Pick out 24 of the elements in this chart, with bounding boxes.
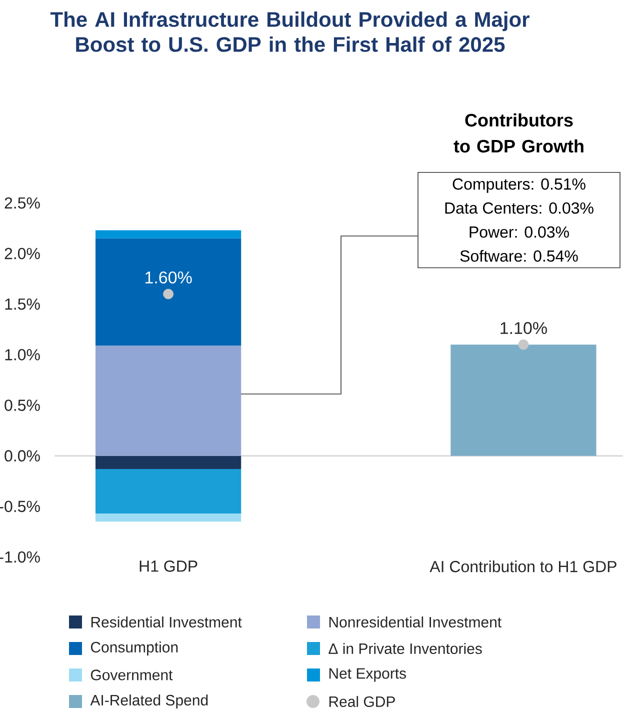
annotation: Software: 0.54% (460, 250, 578, 262)
y-tick-label: 2.5% (4, 197, 40, 209)
x-tick-label: H1 GDP (140, 560, 198, 572)
data-label: 1.10% (500, 322, 547, 334)
y-tick-label: 1.0% (5, 349, 40, 360)
annotation: Power: 0.03% (470, 226, 569, 238)
y-tick-label: 0.5% (4, 400, 40, 411)
legend-label: Δ in Private Inventories (328, 642, 482, 654)
chart-title: The AI Infrastructure Buildout Provided a Major Boost to U.S. GDP in the First Half of 2025 (50, 12, 530, 52)
y-tick-label: 1.5% (5, 298, 40, 310)
legend-label: Nonresidential Investment (329, 616, 502, 628)
legend-label: Real GDP (329, 696, 395, 707)
legend-label: Government (90, 670, 173, 680)
text: Contributors to GDP Growth (454, 113, 584, 153)
text: Computers: 0.51% (452, 178, 586, 193)
legend-label: Net Exports (329, 668, 406, 682)
data-label: 1.60% (146, 271, 192, 284)
annotation: Data Centers: 0.03% (445, 202, 594, 214)
legend-label: Residential Investment (91, 616, 242, 628)
y-tick-label: 2.0% (4, 248, 40, 260)
y-tick-label: 0.0% (4, 450, 40, 462)
legend-label: Consumption (90, 641, 178, 656)
legend-label: AI-Related Spend (90, 694, 208, 708)
x-tick-label: AI Contribution to H1 GDP (430, 560, 616, 572)
